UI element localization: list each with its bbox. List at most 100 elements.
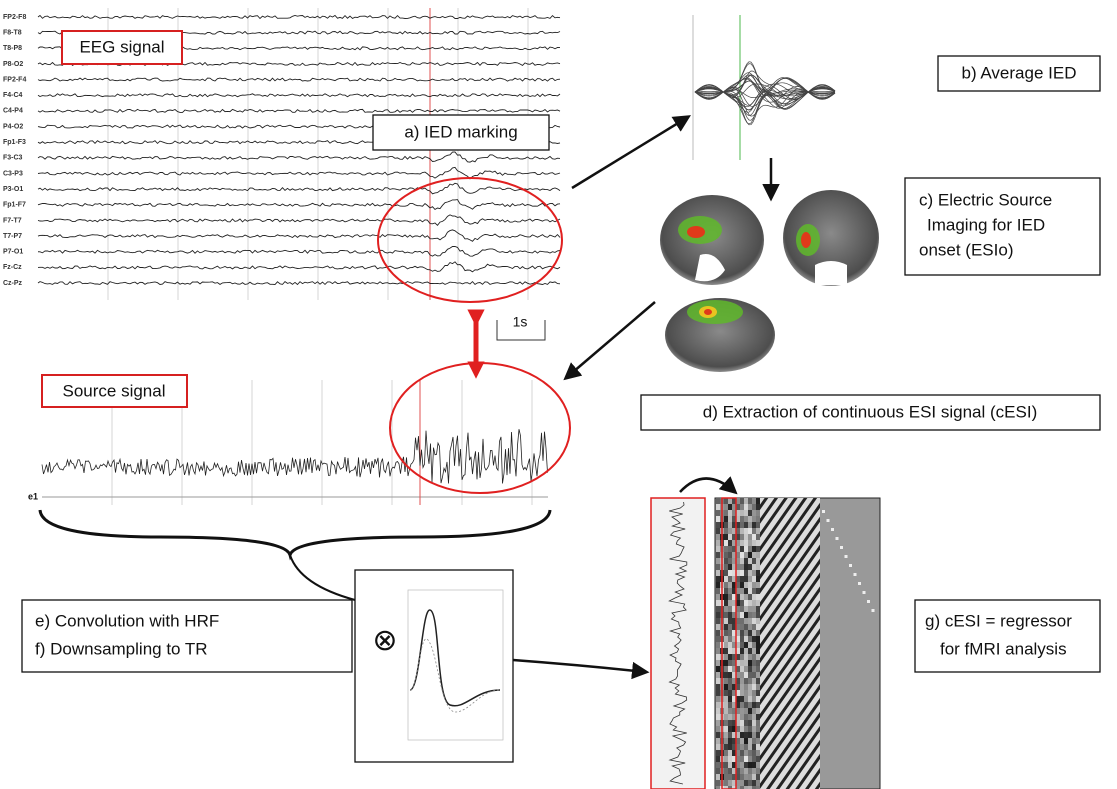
matrix-cell: [732, 666, 736, 672]
matrix-cell: [724, 774, 728, 780]
matrix-cell: [752, 678, 756, 684]
matrix-cell: [732, 642, 736, 648]
matrix-cell: [740, 570, 744, 576]
matrix-cell: [744, 774, 748, 780]
matrix-cell: [716, 762, 720, 768]
matrix-cell: [716, 786, 720, 789]
matrix-cell: [732, 702, 736, 708]
matrix-cell: [724, 570, 728, 576]
matrix-cell: [716, 606, 720, 612]
matrix-cell: [736, 642, 740, 648]
matrix-cell: [752, 510, 756, 516]
matrix-cell: [752, 738, 756, 744]
regressor-column: [721, 497, 737, 789]
matrix-cell: [756, 642, 760, 648]
step-b-box: [937, 55, 1101, 92]
matrix-cell: [724, 510, 728, 516]
matrix-cell: [744, 690, 748, 696]
matrix-cell: [748, 774, 752, 780]
matrix-cell: [756, 774, 760, 780]
matrix-cell: [724, 708, 728, 714]
matrix-cell: [736, 588, 740, 594]
matrix-cell: [728, 768, 732, 774]
matrix-cell: [752, 522, 756, 528]
matrix-cell: [728, 786, 732, 789]
matrix-cell: [716, 654, 720, 660]
matrix-cell: [744, 756, 748, 762]
matrix-cell: [752, 768, 756, 774]
matrix-cell: [740, 642, 744, 648]
matrix-cell: [736, 744, 740, 750]
matrix-cell: [736, 558, 740, 564]
matrix-dot: [844, 555, 848, 558]
matrix-cell: [724, 636, 728, 642]
matrix-cell: [728, 666, 732, 672]
ied-waveform: [694, 90, 836, 126]
matrix-cell: [756, 732, 760, 738]
matrix-cell: [716, 540, 720, 546]
source-trace: [41, 429, 548, 484]
matrix-cell: [756, 756, 760, 762]
matrix-cell: [748, 498, 752, 504]
matrix-cell: [748, 786, 752, 789]
matrix-cell: [748, 750, 752, 756]
matrix-cell: [740, 498, 744, 504]
eeg-trace: [37, 280, 561, 286]
matrix-cell: [732, 672, 736, 678]
matrix-cell: [724, 522, 728, 528]
matrix-cell: [756, 558, 760, 564]
matrix-cell: [732, 582, 736, 588]
matrix-cell: [748, 678, 752, 684]
matrix-cell: [748, 570, 752, 576]
matrix-cell: [752, 516, 756, 522]
matrix-cell: [748, 744, 752, 750]
source-channel: e1: [28, 491, 38, 501]
matrix-cell: [748, 600, 752, 606]
matrix-cell: [724, 576, 728, 582]
matrix-cell: [724, 768, 728, 774]
matrix-cell: [740, 726, 744, 732]
matrix-cell: [740, 522, 744, 528]
matrix-cell: [724, 678, 728, 684]
matrix-cell: [728, 588, 732, 594]
eeg-trace: [37, 151, 561, 163]
matrix-cell: [728, 708, 732, 714]
matrix-cell: [732, 756, 736, 762]
matrix-cell: [752, 708, 756, 714]
matrix-cell: [728, 774, 732, 780]
eeg-trace: [37, 199, 561, 210]
matrix-cell: [732, 552, 736, 558]
matrix-cell: [736, 678, 740, 684]
matrix-cell: [724, 582, 728, 588]
matrix-cell: [744, 504, 748, 510]
matrix-cell: [728, 762, 732, 768]
matrix-cell: [732, 510, 736, 516]
matrix-cell: [752, 612, 756, 618]
matrix-cell: [716, 552, 720, 558]
matrix-cell: [736, 594, 740, 600]
matrix-cell: [728, 570, 732, 576]
matrix-cell: [732, 522, 736, 528]
matrix-cell: [716, 588, 720, 594]
matrix-cell: [744, 630, 748, 636]
channel-label: FP2-F8: [3, 14, 26, 21]
matrix-cell: [748, 522, 752, 528]
matrix-cell: [756, 714, 760, 720]
channel-label: F8-T8: [3, 29, 22, 36]
matrix-cell: [728, 696, 732, 702]
matrix-cell: [736, 690, 740, 696]
matrix-cell: [724, 750, 728, 756]
matrix-cell: [724, 654, 728, 660]
matrix-cell: [752, 642, 756, 648]
matrix-cell: [732, 498, 736, 504]
matrix-cell: [752, 588, 756, 594]
matrix-cell: [756, 594, 760, 600]
matrix-cell: [716, 528, 720, 534]
matrix-cell: [716, 546, 720, 552]
matrix-cell: [716, 570, 720, 576]
matrix-cell: [736, 654, 740, 660]
matrix-cell: [728, 624, 732, 630]
step-c-box: [904, 177, 1101, 276]
matrix-cell: [732, 774, 736, 780]
matrix-dot: [826, 519, 830, 522]
